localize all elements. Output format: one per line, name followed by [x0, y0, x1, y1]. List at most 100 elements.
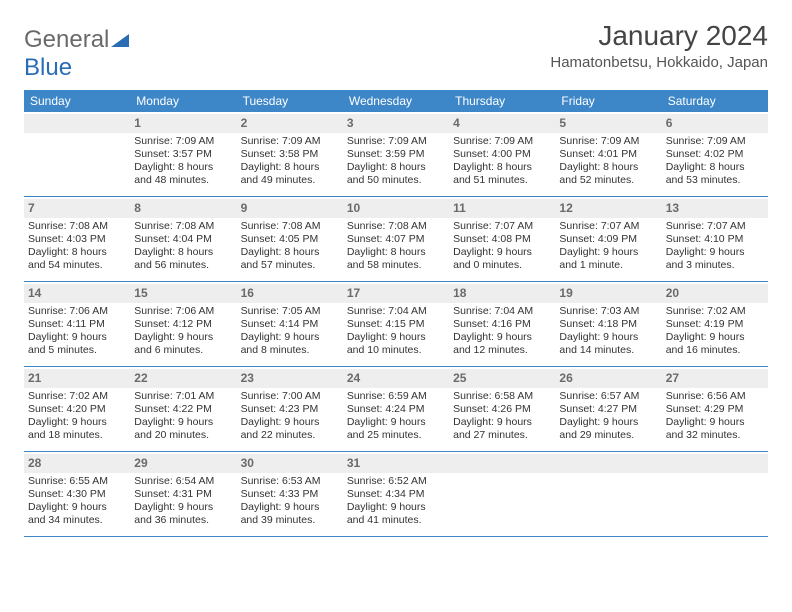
day-number: 11 — [449, 199, 555, 218]
title-block: January 2024 Hamatonbetsu, Hokkaido, Jap… — [550, 20, 768, 71]
sunset: Sunset: 4:10 PM — [666, 233, 764, 246]
day-cell: 26Sunrise: 6:57 AMSunset: 4:27 PMDayligh… — [555, 367, 661, 451]
sunset: Sunset: 3:57 PM — [134, 148, 232, 161]
daylight: and 51 minutes. — [453, 174, 551, 187]
page-title: January 2024 — [550, 20, 768, 52]
sunrise: Sunrise: 6:57 AM — [559, 390, 657, 403]
sunset: Sunset: 3:59 PM — [347, 148, 445, 161]
day-cell: 5Sunrise: 7:09 AMSunset: 4:01 PMDaylight… — [555, 112, 661, 196]
day-cell: 20Sunrise: 7:02 AMSunset: 4:19 PMDayligh… — [662, 282, 768, 366]
daylight: Daylight: 8 hours — [347, 161, 445, 174]
day-cell: 27Sunrise: 6:56 AMSunset: 4:29 PMDayligh… — [662, 367, 768, 451]
daylight: and 0 minutes. — [453, 259, 551, 272]
daylight: Daylight: 9 hours — [28, 331, 126, 344]
sunrise: Sunrise: 7:09 AM — [347, 135, 445, 148]
daylight: Daylight: 8 hours — [347, 246, 445, 259]
day-number: 30 — [237, 454, 343, 473]
day-number: 6 — [662, 114, 768, 133]
day-cell: 7Sunrise: 7:08 AMSunset: 4:03 PMDaylight… — [24, 197, 130, 281]
daylight: Daylight: 9 hours — [453, 331, 551, 344]
sunset: Sunset: 4:09 PM — [559, 233, 657, 246]
sunrise: Sunrise: 6:52 AM — [347, 475, 445, 488]
day-cell: 9Sunrise: 7:08 AMSunset: 4:05 PMDaylight… — [237, 197, 343, 281]
sunrise: Sunrise: 6:55 AM — [28, 475, 126, 488]
day-number: 12 — [555, 199, 661, 218]
location: Hamatonbetsu, Hokkaido, Japan — [550, 54, 768, 71]
day-cell: 15Sunrise: 7:06 AMSunset: 4:12 PMDayligh… — [130, 282, 236, 366]
daylight: Daylight: 9 hours — [347, 331, 445, 344]
day-number: 16 — [237, 284, 343, 303]
daylight: Daylight: 9 hours — [559, 331, 657, 344]
day-number: 21 — [24, 369, 130, 388]
day-cell — [449, 452, 555, 536]
daylight: and 49 minutes. — [241, 174, 339, 187]
sunset: Sunset: 4:01 PM — [559, 148, 657, 161]
week-row: 14Sunrise: 7:06 AMSunset: 4:11 PMDayligh… — [24, 282, 768, 367]
header: GeneralBlue January 2024 Hamatonbetsu, H… — [24, 20, 768, 82]
sunset: Sunset: 4:31 PM — [134, 488, 232, 501]
sunrise: Sunrise: 7:09 AM — [559, 135, 657, 148]
day-number: 20 — [662, 284, 768, 303]
day-number: 28 — [24, 454, 130, 473]
sunrise: Sunrise: 7:08 AM — [347, 220, 445, 233]
daylight: and 22 minutes. — [241, 429, 339, 442]
sunrise: Sunrise: 6:58 AM — [453, 390, 551, 403]
sunset: Sunset: 4:11 PM — [28, 318, 126, 331]
week-row: 21Sunrise: 7:02 AMSunset: 4:20 PMDayligh… — [24, 367, 768, 452]
logo-part2: Blue — [24, 54, 72, 81]
sunset: Sunset: 4:19 PM — [666, 318, 764, 331]
day-cell: 31Sunrise: 6:52 AMSunset: 4:34 PMDayligh… — [343, 452, 449, 536]
day-number: 22 — [130, 369, 236, 388]
daylight: Daylight: 9 hours — [28, 416, 126, 429]
day-number: 8 — [130, 199, 236, 218]
daylight: Daylight: 9 hours — [134, 331, 232, 344]
daylight: and 34 minutes. — [28, 514, 126, 527]
daylight: and 29 minutes. — [559, 429, 657, 442]
daylight: and 54 minutes. — [28, 259, 126, 272]
day-cell: 23Sunrise: 7:00 AMSunset: 4:23 PMDayligh… — [237, 367, 343, 451]
sunrise: Sunrise: 6:53 AM — [241, 475, 339, 488]
logo-part1: General — [24, 26, 109, 53]
day-cell: 24Sunrise: 6:59 AMSunset: 4:24 PMDayligh… — [343, 367, 449, 451]
daylight: Daylight: 9 hours — [453, 246, 551, 259]
daylight: Daylight: 9 hours — [28, 501, 126, 514]
day-number: 25 — [449, 369, 555, 388]
daylight: and 3 minutes. — [666, 259, 764, 272]
day-cell: 2Sunrise: 7:09 AMSunset: 3:58 PMDaylight… — [237, 112, 343, 196]
day-number: 2 — [237, 114, 343, 133]
daylight: and 53 minutes. — [666, 174, 764, 187]
dow-monday: Monday — [130, 90, 236, 112]
sunset: Sunset: 4:22 PM — [134, 403, 232, 416]
day-cell: 22Sunrise: 7:01 AMSunset: 4:22 PMDayligh… — [130, 367, 236, 451]
day-number: 13 — [662, 199, 768, 218]
dow-sunday: Sunday — [24, 90, 130, 112]
day-cell: 17Sunrise: 7:04 AMSunset: 4:15 PMDayligh… — [343, 282, 449, 366]
daylight: Daylight: 8 hours — [241, 161, 339, 174]
sunset: Sunset: 4:15 PM — [347, 318, 445, 331]
daylight: Daylight: 9 hours — [241, 331, 339, 344]
sunset: Sunset: 4:20 PM — [28, 403, 126, 416]
daylight: Daylight: 9 hours — [134, 501, 232, 514]
day-number: 19 — [555, 284, 661, 303]
daylight: and 16 minutes. — [666, 344, 764, 357]
day-number-empty — [24, 114, 130, 133]
daylight: Daylight: 8 hours — [666, 161, 764, 174]
daylight: and 27 minutes. — [453, 429, 551, 442]
daylight: and 36 minutes. — [134, 514, 232, 527]
sunrise: Sunrise: 7:05 AM — [241, 305, 339, 318]
sunrise: Sunrise: 7:07 AM — [666, 220, 764, 233]
daylight: Daylight: 9 hours — [347, 416, 445, 429]
daylight: and 5 minutes. — [28, 344, 126, 357]
day-number: 27 — [662, 369, 768, 388]
day-cell: 4Sunrise: 7:09 AMSunset: 4:00 PMDaylight… — [449, 112, 555, 196]
sunset: Sunset: 4:04 PM — [134, 233, 232, 246]
daylight: Daylight: 9 hours — [666, 331, 764, 344]
day-number: 9 — [237, 199, 343, 218]
day-number-empty — [662, 454, 768, 473]
sunset: Sunset: 4:26 PM — [453, 403, 551, 416]
day-number: 14 — [24, 284, 130, 303]
sunrise: Sunrise: 7:04 AM — [347, 305, 445, 318]
sunset: Sunset: 3:58 PM — [241, 148, 339, 161]
sunrise: Sunrise: 6:54 AM — [134, 475, 232, 488]
daylight: Daylight: 8 hours — [28, 246, 126, 259]
